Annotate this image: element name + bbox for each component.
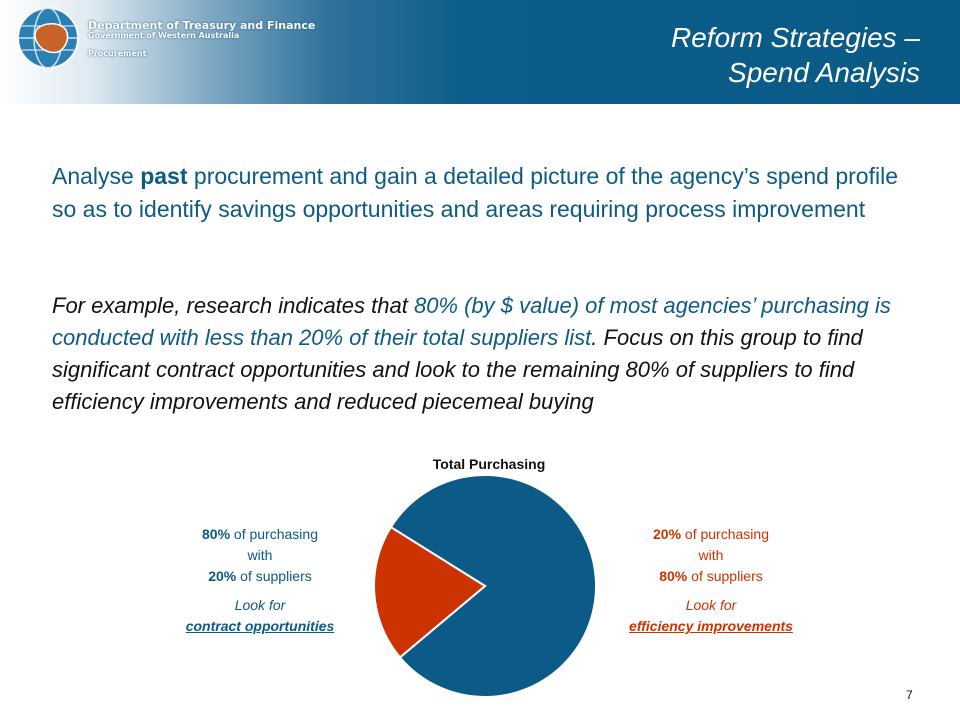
org-line-1: Department of Treasury and Finance — [88, 19, 316, 32]
example-paragraph: For example, research indicates that 80%… — [52, 290, 932, 418]
org-name: Department of Treasury and Finance Gover… — [88, 20, 315, 58]
pie-slice-1 — [389, 474, 597, 698]
example-text-1: For example, research indicates that — [52, 293, 414, 318]
left-look-for: Look for — [234, 597, 286, 613]
right-pct-1: 20% — [653, 526, 682, 542]
right-text-3: of suppliers — [687, 568, 763, 584]
right-line-2: with — [698, 547, 724, 563]
intro-text-2: procurement and gain a detailed picture … — [52, 163, 898, 222]
header-banner: Department of Treasury and Finance Gover… — [0, 0, 960, 104]
slide-title-line-1: Reform Strategies – — [671, 22, 920, 53]
left-text-1: of purchasing — [230, 526, 318, 542]
example-highlight: 80% (by $ value) of most agencies’ purch… — [52, 293, 891, 350]
org-line-2: Government of Western Australia — [88, 31, 240, 40]
left-line-1: 80% of purchasing — [150, 524, 370, 545]
right-line-1: 20% of purchasing — [598, 524, 824, 545]
left-pct-1: 80% — [202, 526, 231, 542]
org-line-3: Procurement — [88, 49, 147, 58]
slide-title-line-2: Spend Analysis — [728, 57, 920, 88]
right-text-1: of purchasing — [681, 526, 769, 542]
right-look-for: Look for — [685, 597, 737, 613]
globe-australia-icon — [17, 7, 79, 69]
left-annotation: 80% of purchasing with 20% of suppliers … — [150, 524, 370, 637]
left-line-2: with — [247, 547, 273, 563]
example-text-2: . Focus on this group to find significan… — [52, 325, 863, 414]
left-pct-2: 20% — [208, 568, 237, 584]
right-pct-2: 80% — [659, 568, 688, 584]
page-number: 7 — [906, 688, 913, 702]
left-text-3: of suppliers — [236, 568, 312, 584]
right-line-3: 80% of suppliers — [598, 566, 824, 587]
intro-text-1: Analyse — [52, 163, 141, 189]
left-line-3: 20% of suppliers — [150, 566, 370, 587]
right-annotation: 20% of purchasing with 80% of suppliers … — [598, 524, 824, 637]
intro-paragraph: Analyse past procurement and gain a deta… — [52, 160, 922, 226]
chart-title: Total Purchasing — [433, 456, 546, 472]
slide-title: Reform Strategies – Spend Analysis — [671, 20, 920, 90]
pie-slice-2 — [373, 525, 487, 659]
pie-slices — [373, 474, 597, 698]
intro-bold: past — [140, 163, 188, 189]
left-action: contract opportunities — [185, 618, 335, 634]
right-action: efficiency improvements — [629, 618, 793, 634]
